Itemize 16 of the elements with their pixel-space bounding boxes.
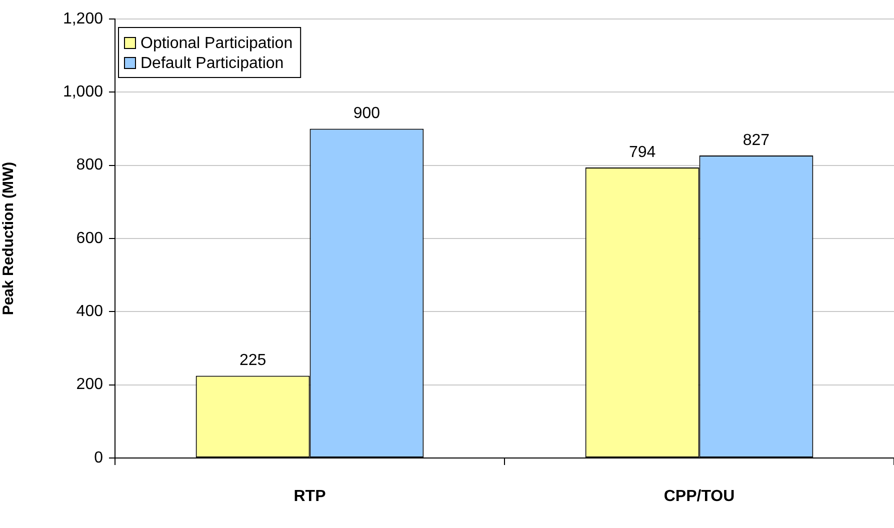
- y-axis-title: Peak Reduction (MW): [0, 162, 18, 316]
- x-tick-label: CPP/TOU: [664, 488, 735, 506]
- legend-label: Default Participation: [140, 54, 284, 72]
- y-tick-label: 200: [76, 376, 104, 394]
- data-label: 900: [353, 105, 380, 122]
- y-tick-label: 1,000: [62, 84, 104, 101]
- data-label: 794: [628, 144, 656, 161]
- y-tick-label: 400: [76, 303, 104, 320]
- y-tick-label: 1,200: [62, 10, 104, 28]
- y-tick-label: 600: [76, 230, 104, 247]
- data-label: 225: [239, 352, 266, 370]
- legend-label: Optional Participation: [140, 34, 293, 52]
- x-tick-label: RTP: [294, 488, 326, 506]
- y-tick-label: 0: [94, 449, 104, 466]
- data-label: 827: [742, 132, 770, 149]
- y-tick-label: 800: [76, 156, 104, 174]
